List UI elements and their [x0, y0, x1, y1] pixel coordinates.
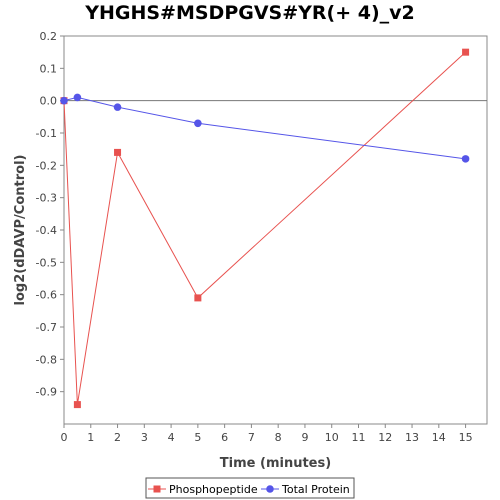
legend-label-phosphopeptide: Phosphopeptide [169, 483, 258, 496]
plot-area [63, 35, 488, 425]
x-tick-label: 1 [87, 431, 94, 444]
y-tick-label: -0.3 [36, 192, 57, 205]
data-point-total-protein [60, 96, 68, 105]
legend-box [145, 477, 355, 499]
x-tick-label: 6 [221, 431, 228, 444]
data-point-phosphopeptide [73, 401, 81, 409]
data-point-total-protein [194, 119, 202, 128]
x-tick-label: 15 [459, 431, 473, 444]
y-tick-label: -0.4 [36, 224, 57, 237]
y-tick-label: 0.2 [40, 30, 58, 43]
x-tick-label: 2 [114, 431, 121, 444]
data-point-phosphopeptide [462, 48, 470, 56]
legend-label-total-protein: Total Protein [281, 483, 350, 496]
y-tick-label: -0.7 [36, 321, 57, 334]
data-point-total-protein [461, 155, 470, 163]
x-tick-label: 7 [248, 431, 255, 444]
legend-marker-phosphopeptide [153, 485, 161, 493]
y-axis: 0.2 0.1 0.0 -0.1 -0.2 -0.3 -0.4 -0.5 -0.6 -0.7 -0.… [36, 30, 64, 399]
y-tick-label: -0.8 [36, 353, 57, 366]
legend: Phosphopeptide Total Protein [145, 477, 355, 499]
chart-title: YHGHS#MSDPGVS#YR(+ 4)_v2 [85, 2, 415, 24]
x-tick-label: 11 [351, 431, 365, 444]
y-tick-label: -0.2 [36, 159, 57, 172]
x-tick-label: 10 [325, 431, 339, 444]
data-point-phosphopeptide [194, 294, 202, 302]
x-tick-label: 0 [61, 431, 68, 444]
x-tick-label: 3 [141, 431, 148, 444]
x-tick-label: 4 [168, 431, 175, 444]
x-tick-label: 13 [405, 431, 419, 444]
x-tick-label: 8 [275, 431, 282, 444]
y-tick-label: -0.9 [36, 386, 57, 399]
x-tick-label: 5 [194, 431, 201, 444]
y-axis-label: log2(dDAVP/Control) [13, 155, 28, 306]
x-tick-label: 9 [301, 431, 308, 444]
y-tick-label: 0.0 [40, 95, 58, 108]
legend-marker-total-protein [266, 485, 274, 493]
x-tick-label: 12 [378, 431, 392, 444]
x-axis-label: Time (minutes) [220, 456, 331, 471]
y-tick-label: -0.6 [36, 289, 57, 302]
data-point-total-protein [113, 103, 122, 111]
data-point-phosphopeptide [114, 148, 122, 156]
x-axis: 0 1 2 3 4 5 6 7 8 9 10 11 12 13 14 15 [61, 424, 473, 444]
series-layer [60, 48, 470, 409]
y-tick-label: -0.5 [36, 256, 57, 269]
y-tick-label: 0.1 [40, 62, 58, 75]
data-point-total-protein [73, 93, 82, 102]
y-tick-label: -0.1 [36, 127, 57, 140]
x-tick-label: 14 [432, 431, 446, 444]
